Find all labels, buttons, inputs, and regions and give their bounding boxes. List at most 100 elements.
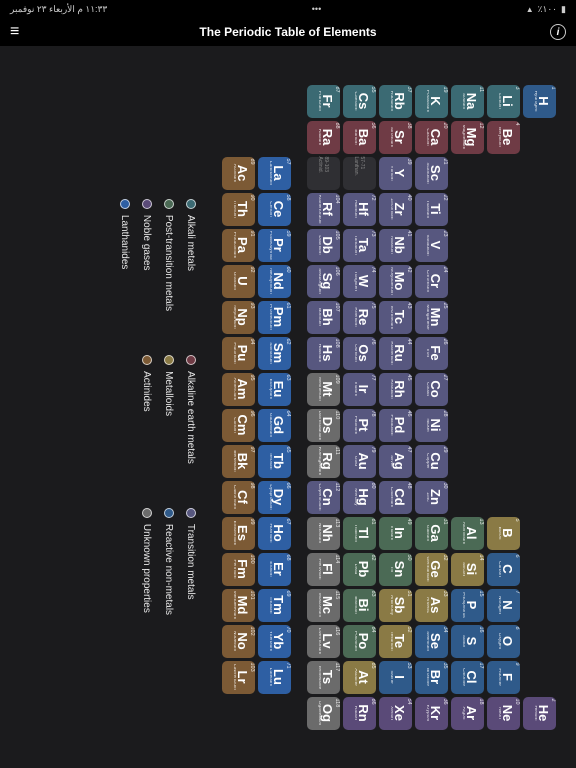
element-md[interactable]: 101MdMendelevium [222,589,255,622]
element-lu[interactable]: 71LuLutetium [258,661,291,694]
element-er[interactable]: 68ErErbium [258,553,291,586]
legend-item-actinide[interactable]: Actinides [138,355,156,464]
element-pu[interactable]: 94PuPlutonium [222,337,255,370]
element-co[interactable]: 27CoCobalt [415,373,448,406]
element-hf[interactable]: 72HfHafnium [343,193,376,226]
element-i[interactable]: 53IIodine [379,661,412,694]
element-dy[interactable]: 66DyDysprosium [258,481,291,514]
element-kr[interactable]: 36KrKrypton [415,697,448,730]
element-zr[interactable]: 40ZrZirconium [379,193,412,226]
element-cn[interactable]: 112CnCopernicium [307,481,340,514]
element-cd[interactable]: 48CdCadmium [379,481,412,514]
element-cf[interactable]: 98CfCalifornium [222,481,255,514]
element-ce[interactable]: 58CeCerium [258,193,291,226]
element-os[interactable]: 76OsOsmium [343,337,376,370]
element-s[interactable]: 16SSulfur [451,625,484,658]
element-cl[interactable]: 17ClChlorine [451,661,484,694]
element-cm[interactable]: 96CmCurium [222,409,255,442]
element-th[interactable]: 90ThThorium [222,193,255,226]
element-np[interactable]: 93NpNeptunium [222,301,255,334]
element-ge[interactable]: 32GeGermanium [415,553,448,586]
element-au[interactable]: 79AuGold [343,445,376,478]
element-bh[interactable]: 107BhBohrium [307,301,340,334]
element-sm[interactable]: 62SmSamarium [258,337,291,370]
element-bk[interactable]: 97BkBerkelium [222,445,255,478]
element-la[interactable]: 57LaLanthanum [258,157,291,190]
element-lv[interactable]: 116LvLivermorium [307,625,340,658]
element-ca[interactable]: 20CaCalcium [415,121,448,154]
element-in[interactable]: 49InIndium [379,517,412,550]
element-cu[interactable]: 29CuCopper [415,445,448,478]
element-db[interactable]: 105DbDubnium [307,229,340,262]
element-pr[interactable]: 59PrPraseodymium [258,229,291,262]
element-nd[interactable]: 60NdNeodymium [258,265,291,298]
element-pa[interactable]: 91PaProtactinium [222,229,255,262]
legend-item-metalloid[interactable]: Metalloids [160,355,178,464]
element-u[interactable]: 92UUranium [222,265,255,298]
element-n[interactable]: 7NNitrogen [487,589,520,622]
element-ne[interactable]: 10NeNeon [487,697,520,730]
element-ga[interactable]: 31GaGallium [415,517,448,550]
legend-item-reactive_nm[interactable]: Reactive non-metals [160,508,178,615]
element-xe[interactable]: 54XeXenon [379,697,412,730]
info-button[interactable]: i [550,24,566,40]
element-ts[interactable]: 117TsTennessine [307,661,340,694]
element-pb[interactable]: 82PbLead [343,553,376,586]
element-lr[interactable]: 103LrLawrencium [222,661,255,694]
element-v[interactable]: 23VVanadium [415,229,448,262]
element-li[interactable]: 3LiLithium [487,85,520,118]
element-ra[interactable]: 88RaRadium [307,121,340,154]
element-re[interactable]: 75ReRhenium [343,301,376,334]
element-am[interactable]: 95AmAmericium [222,373,255,406]
legend-item-unknown[interactable]: Unknown properties [138,508,156,615]
element-ta[interactable]: 73TaTantalum [343,229,376,262]
element-gd[interactable]: 64GdGadolinium [258,409,291,442]
element-hg[interactable]: 80HgMercury [343,481,376,514]
element-fr[interactable]: 87FrFrancium [307,85,340,118]
element-mn[interactable]: 25MnManganese [415,301,448,334]
element-tb[interactable]: 65TbTerbium [258,445,291,478]
element-rn[interactable]: 86RnRadon [343,697,376,730]
element-nb[interactable]: 41NbNiobium [379,229,412,262]
element-ds[interactable]: 110DsDarmstadtium [307,409,340,442]
element-es[interactable]: 99EsEinsteinium [222,517,255,550]
element-sr[interactable]: 38SrStrontium [379,121,412,154]
element-br[interactable]: 35BrBromine [415,661,448,694]
element-sc[interactable]: 21ScScandium [415,157,448,190]
legend-item-post_transition[interactable]: Post-transition metals [160,199,178,311]
element-cs[interactable]: 55CsCaesium [343,85,376,118]
element-po[interactable]: 84PoPolonium [343,625,376,658]
element-ru[interactable]: 44RuRuthenium [379,337,412,370]
element-h[interactable]: 1HHydrogen [523,85,556,118]
element-bi[interactable]: 83BiBismuth [343,589,376,622]
element-pd[interactable]: 46PdPalladium [379,409,412,442]
element-mt[interactable]: 109MtMeitnerium [307,373,340,406]
element-fe[interactable]: 26FeIron [415,337,448,370]
element-as[interactable]: 33AsArsenic [415,589,448,622]
element-fm[interactable]: 100FmFermium [222,553,255,586]
element-tl[interactable]: 81TlThallium [343,517,376,550]
legend-item-noble_gas[interactable]: Noble gases [138,199,156,311]
element-at[interactable]: 85AtAstatine [343,661,376,694]
element-y[interactable]: 39YYttrium [379,157,412,190]
element-k[interactable]: 19KPotassium [415,85,448,118]
element-cr[interactable]: 24CrChromium [415,265,448,298]
element-tm[interactable]: 69TmThulium [258,589,291,622]
element-se[interactable]: 34SeSelenium [415,625,448,658]
element-zn[interactable]: 30ZnZinc [415,481,448,514]
element-c[interactable]: 6CCarbon [487,553,520,586]
element-ti[interactable]: 22TiTitanium [415,193,448,226]
element-na[interactable]: 11NaSodium [451,85,484,118]
legend-item-lanthanide[interactable]: Lanthanides [116,199,134,311]
menu-button[interactable]: ≡ [10,23,19,41]
element-rg[interactable]: 111RgRoentgenium [307,445,340,478]
element-ir[interactable]: 77IrIridium [343,373,376,406]
element-sg[interactable]: 106SgSeaborgium [307,265,340,298]
element-o[interactable]: 8OOxygen [487,625,520,658]
element-pm[interactable]: 61PmPromethium [258,301,291,334]
element-si[interactable]: 14SiSilicon [451,553,484,586]
element-og[interactable]: 118OgOganesson [307,697,340,730]
element-nh[interactable]: 113NhNihonium [307,517,340,550]
legend-item-alkali[interactable]: Alkali metals [182,199,200,311]
element-te[interactable]: 52TeTellurium [379,625,412,658]
